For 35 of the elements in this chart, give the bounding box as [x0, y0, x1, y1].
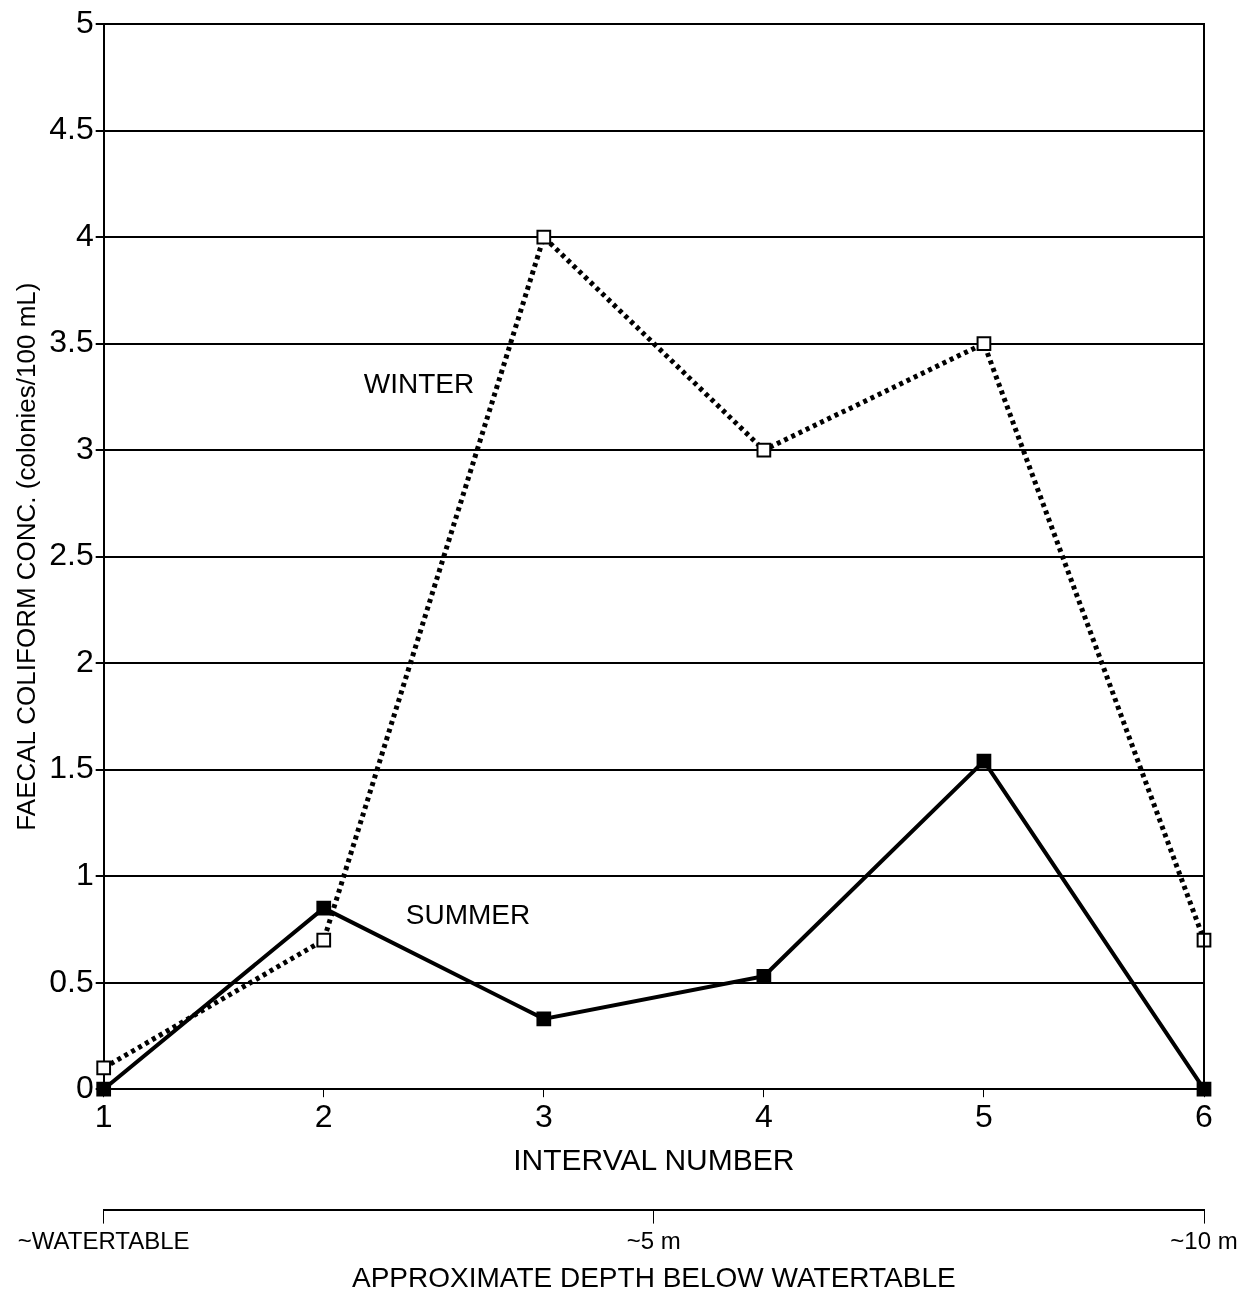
series-label: WINTER: [363, 367, 475, 399]
point: [316, 900, 332, 916]
series-label: SUMMER: [405, 898, 531, 930]
y-tick-label: 1: [75, 855, 94, 892]
x-axis-title: INTERVAL NUMBER: [513, 1142, 795, 1176]
x-tick-label: 2: [314, 1098, 333, 1135]
x-tick-label: 5: [975, 1098, 993, 1135]
point: [536, 1011, 552, 1027]
point: [316, 932, 332, 948]
point: [976, 336, 992, 351]
point: [536, 229, 552, 245]
y-tick-label: 3.5: [49, 323, 94, 360]
x2-tick-label: ~5 m: [626, 1226, 681, 1254]
point: [756, 442, 772, 458]
point: [756, 968, 772, 984]
point: [1196, 1081, 1212, 1097]
point: [976, 753, 992, 769]
y-axis-title: FAECAL COLIFORM CONC. (colonies/100 mL): [10, 282, 41, 831]
x-tick-label: 3: [534, 1098, 553, 1135]
y-tick-label: 5: [75, 3, 94, 40]
y-tick-label: 4: [75, 216, 94, 253]
y-tick-label: 2.5: [49, 536, 94, 573]
point: [96, 1060, 112, 1076]
y-tick-label: 0: [75, 1069, 94, 1106]
y-tick-label: 2: [75, 642, 94, 679]
y-tick-label: 1.5: [49, 749, 94, 786]
x-tick-label: 6: [1195, 1098, 1213, 1135]
y-tick-label: 3: [75, 429, 94, 466]
point: [96, 1081, 112, 1097]
x-tick-label: 4: [754, 1098, 773, 1135]
y-tick-label: 0.5: [49, 962, 94, 999]
x2-tick-label: ~WATERTABLE: [17, 1226, 190, 1254]
x2-tick-label: ~10 m: [1170, 1226, 1238, 1254]
x2-axis-title: APPROXIMATE DEPTH BELOW WATERTABLE: [352, 1261, 956, 1293]
y-tick-label: 4.5: [49, 110, 94, 147]
